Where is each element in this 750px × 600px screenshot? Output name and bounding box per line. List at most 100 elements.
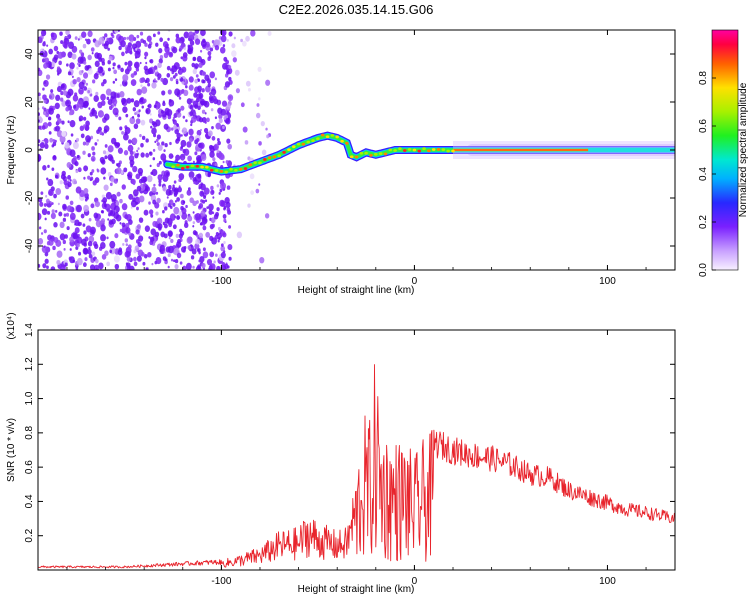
ridge-hot-spot — [243, 167, 248, 170]
noise-blob — [67, 174, 72, 180]
noise-blob — [167, 265, 170, 269]
noise-blob — [157, 219, 160, 222]
noise-blob — [78, 81, 85, 89]
noise-blob — [129, 150, 134, 156]
noise-blob — [72, 178, 77, 185]
noise-blob — [140, 84, 143, 88]
noise-blob — [218, 152, 225, 160]
noise-blob — [45, 194, 48, 198]
noise-blob — [87, 89, 91, 94]
noise-blob — [144, 51, 149, 57]
noise-blob — [162, 101, 166, 107]
noise-blob — [53, 45, 59, 52]
noise-blob — [137, 167, 144, 175]
noise-blob — [182, 265, 187, 270]
noise-blob — [59, 135, 66, 144]
noise-blob — [125, 227, 131, 234]
ridge-hot-spot — [427, 149, 431, 153]
noise-blob — [93, 212, 99, 219]
noise-blob — [139, 61, 142, 65]
ridge-hot-spot — [398, 147, 402, 151]
noise-blob — [208, 92, 212, 96]
noise-blob — [214, 116, 218, 120]
ridge-hot-spot — [388, 148, 393, 152]
noise-blob — [180, 145, 184, 149]
noise-blob — [138, 109, 141, 113]
noise-blob — [196, 129, 202, 136]
noise-blob — [224, 81, 231, 88]
noise-blob — [214, 77, 217, 81]
noise-blob — [111, 218, 116, 225]
noise-blob — [38, 212, 42, 221]
noise-blob — [189, 111, 194, 117]
noise-blob — [94, 60, 100, 67]
noise-blob — [200, 49, 203, 53]
noise-blob — [215, 122, 222, 130]
noise-blob — [173, 113, 178, 118]
noise-blob — [127, 174, 130, 177]
noise-blob — [114, 263, 120, 270]
noise-blob — [124, 238, 129, 243]
ridge-hot-spot — [224, 170, 229, 174]
noise-blob — [85, 135, 91, 143]
noise-blob — [69, 179, 72, 182]
noise-blob — [201, 109, 206, 114]
noise-blob — [126, 45, 133, 54]
noise-blob — [85, 225, 92, 233]
noise-blob — [182, 200, 186, 204]
noise-blob — [38, 96, 42, 102]
noise-blob — [134, 245, 140, 252]
figure-title: C2E2.2026.035.14.15.G06 — [279, 2, 434, 17]
noise-blob — [44, 217, 47, 221]
noise-blob — [203, 187, 210, 195]
noise-blob — [51, 167, 55, 172]
noise-blob — [145, 267, 149, 270]
ridge-hot-spot — [238, 167, 243, 171]
noise-blob — [192, 265, 195, 269]
noise-blob — [147, 82, 151, 87]
noise-blob — [223, 56, 228, 62]
noise-blob — [258, 183, 261, 186]
noise-blob — [69, 120, 76, 128]
noise-blob — [121, 51, 125, 57]
noise-blob — [56, 113, 61, 119]
noise-blob — [80, 213, 85, 219]
noise-blob — [202, 247, 206, 252]
noise-blob — [213, 143, 219, 151]
noise-blob — [261, 149, 267, 156]
noise-blob — [106, 236, 109, 240]
noise-blob — [116, 162, 121, 168]
noise-blob — [168, 199, 174, 206]
noise-blob — [194, 30, 200, 34]
noise-blob — [67, 41, 75, 50]
noise-blob — [247, 87, 251, 92]
noise-blob — [181, 81, 185, 85]
noise-blob — [214, 45, 220, 51]
noise-blob — [65, 195, 69, 200]
noise-blob — [151, 168, 158, 177]
ridge-hot-spot — [272, 155, 277, 159]
noise-blob — [236, 231, 243, 239]
noise-blob — [208, 95, 214, 102]
noise-blob — [168, 51, 174, 58]
noise-blob — [67, 181, 72, 188]
noise-blob — [222, 44, 226, 48]
noise-blob — [56, 250, 63, 258]
snr-panel: -100 0 100 0.2 0.4 0.6 0.8 1.0 1.2 1.4 Height of… — [6, 312, 676, 595]
noise-blob — [185, 204, 188, 209]
noise-blob — [140, 119, 146, 126]
noise-blob — [216, 207, 220, 212]
noise-blob — [95, 220, 102, 228]
noise-blob — [186, 236, 193, 244]
noise-blob — [112, 80, 116, 84]
noise-blob — [100, 218, 106, 224]
noise-blob — [60, 40, 64, 45]
noise-blob — [157, 144, 163, 151]
noise-blob — [113, 178, 118, 184]
noise-blob — [85, 82, 89, 86]
noise-blob — [210, 185, 214, 191]
noise-blob — [61, 170, 66, 177]
noise-blob — [206, 258, 213, 266]
noise-blob — [67, 71, 72, 76]
